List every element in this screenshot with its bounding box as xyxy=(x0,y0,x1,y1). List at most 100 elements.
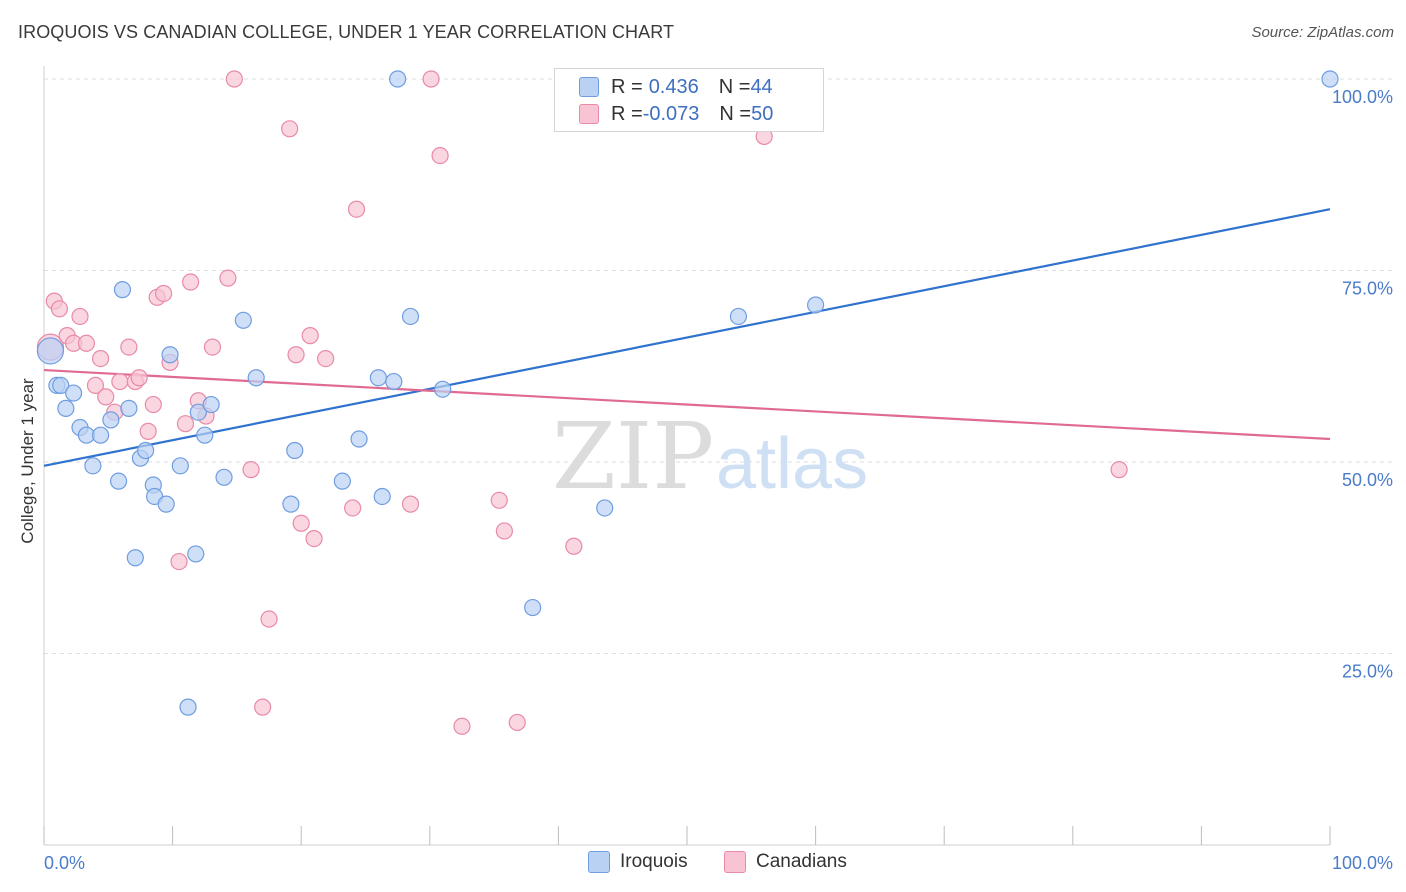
canadians-point xyxy=(242,461,260,479)
watermark-atlas: atlas xyxy=(716,424,868,504)
legend-r-label: R = xyxy=(611,102,643,125)
iroquois-point xyxy=(729,307,748,326)
canadians-point xyxy=(565,537,583,555)
x-tick-label-min: 0.0% xyxy=(44,853,85,873)
canadians-point xyxy=(154,284,173,303)
canadians-point xyxy=(176,415,195,433)
iroquois-point xyxy=(113,281,132,299)
iroquois-point xyxy=(57,399,75,417)
canadians-point xyxy=(219,269,237,287)
canadians-swatch xyxy=(579,104,599,124)
legend-n-label: N = xyxy=(718,75,751,98)
iroquois-point xyxy=(202,395,220,414)
legend-row-iroquois: R = 0.436 N = 44 xyxy=(579,74,773,100)
x-ticks xyxy=(43,826,1331,845)
canadians-point xyxy=(301,327,319,345)
canadians-point xyxy=(97,388,115,406)
canadians-point xyxy=(86,376,105,394)
legend-r-value: 0.436 xyxy=(648,75,699,98)
y-tick-label: 100.0% xyxy=(1332,87,1393,107)
iroquois-point xyxy=(126,549,144,567)
x-tick-label-max: 100.0% xyxy=(1332,853,1393,873)
canadians-point xyxy=(71,307,89,326)
iroquois-point xyxy=(247,369,265,387)
iroquois-point xyxy=(333,472,351,490)
canadians-point xyxy=(77,334,96,352)
canadians-point xyxy=(508,713,526,732)
canadians-point xyxy=(317,349,335,368)
iroquois-point xyxy=(84,457,102,475)
iroquois-point xyxy=(286,441,304,460)
y-axis-label: College, Under 1 year xyxy=(18,378,37,544)
legend-n-value: 50 xyxy=(751,102,774,125)
canadians-point xyxy=(91,349,110,368)
canadians-point xyxy=(431,147,449,165)
iroquois-point xyxy=(157,495,175,513)
canadians-point xyxy=(287,346,305,364)
canadians-point xyxy=(144,395,162,414)
iroquois-point xyxy=(109,472,128,490)
canadians-point xyxy=(130,369,148,387)
canadians-point xyxy=(490,491,508,509)
iroquois-point xyxy=(91,426,110,444)
y-tick-label: 25.0% xyxy=(1342,662,1393,682)
bottom-legend-canadians-label: Canadians xyxy=(756,851,847,872)
iroquois-point xyxy=(52,376,70,394)
iroquois-point xyxy=(215,468,233,486)
gridlines xyxy=(44,78,1394,654)
iroquois-point xyxy=(806,296,825,314)
bottom-legend-canadians[interactable]: Canadians xyxy=(724,851,847,873)
y-tick-label: 75.0% xyxy=(1342,279,1393,299)
canadians-point xyxy=(281,120,299,138)
chart-title: IROQUOIS VS CANADIAN COLLEGE, UNDER 1 YE… xyxy=(18,22,675,42)
iroquois-point xyxy=(120,399,138,417)
watermark-zip: ZIP xyxy=(552,403,714,510)
iroquois-point xyxy=(282,495,300,513)
iroquois-point xyxy=(179,698,197,716)
canadians-point xyxy=(453,717,471,735)
legend-n-label: N = xyxy=(719,102,752,125)
canadians-point xyxy=(111,372,129,391)
legend: R = 0.436 N = 44 R = -0.073 N = 50 xyxy=(554,68,824,132)
legend-row-canadians: R = -0.073 N = 50 xyxy=(579,101,773,127)
canadians-point xyxy=(1110,461,1128,479)
iroquois-point xyxy=(434,380,452,398)
bottom-legend-iroquois[interactable]: Iroquois xyxy=(588,851,688,873)
iroquois-point xyxy=(189,403,207,421)
canadians-point xyxy=(401,495,420,513)
iroquois-point xyxy=(596,499,614,517)
canadians-point xyxy=(260,610,278,628)
canadians-point xyxy=(254,698,272,716)
iroquois-point xyxy=(385,372,403,391)
iroquois-points xyxy=(36,70,1339,716)
iroquois-point xyxy=(369,369,387,387)
canadians-point xyxy=(182,273,200,291)
canadians-point xyxy=(347,200,366,218)
legend-r-value: -0.073 xyxy=(642,102,700,125)
y-tick-label: 50.0% xyxy=(1342,470,1393,490)
iroquois-point xyxy=(102,411,120,429)
iroquois-point xyxy=(64,384,83,402)
iroquois-point xyxy=(187,545,205,563)
canadians-point xyxy=(170,552,188,571)
canadians-point xyxy=(292,514,310,532)
canadians-swatch xyxy=(724,851,746,873)
iroquois-point xyxy=(401,307,420,326)
canadians-point xyxy=(344,499,362,517)
iroquois-trend-line xyxy=(43,208,1331,467)
canadians-point xyxy=(422,70,440,88)
iroquois-point xyxy=(36,337,65,365)
iroquois-point xyxy=(161,346,179,364)
canadians-point xyxy=(50,300,69,318)
canadians-point xyxy=(139,422,157,440)
canadians-point xyxy=(120,338,138,356)
iroquois-point xyxy=(196,426,214,444)
legend-r-label: R = xyxy=(611,75,643,98)
iroquois-point xyxy=(524,598,542,617)
canadians-point xyxy=(305,529,323,548)
canadians-point xyxy=(203,338,222,356)
bottom-legend-iroquois-label: Iroquois xyxy=(620,851,688,872)
iroquois-point xyxy=(234,311,252,329)
iroquois-point xyxy=(373,487,391,506)
